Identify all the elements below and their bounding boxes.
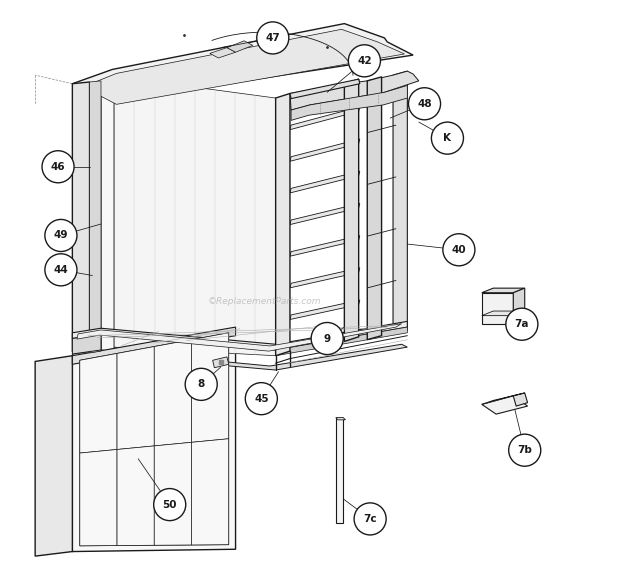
Polygon shape [73,334,101,354]
Polygon shape [227,41,253,52]
Polygon shape [80,333,229,546]
Polygon shape [117,446,154,545]
Polygon shape [77,324,402,351]
Polygon shape [290,79,360,99]
Polygon shape [117,347,154,449]
Text: 9: 9 [324,333,330,343]
Polygon shape [513,288,525,316]
Polygon shape [290,139,360,161]
Polygon shape [80,354,117,453]
Text: K: K [443,133,451,143]
Polygon shape [367,77,381,340]
Circle shape [348,45,381,77]
Polygon shape [290,300,360,320]
Polygon shape [290,203,360,224]
Polygon shape [87,29,404,104]
Polygon shape [73,82,89,352]
Polygon shape [73,327,236,552]
Polygon shape [290,171,360,193]
Polygon shape [213,357,229,368]
Polygon shape [276,327,407,356]
Polygon shape [290,235,360,256]
Circle shape [246,383,277,414]
Text: 50: 50 [162,499,177,510]
Polygon shape [393,71,407,334]
Polygon shape [73,24,413,101]
Circle shape [432,122,464,154]
Polygon shape [154,340,192,446]
Polygon shape [192,333,229,443]
Polygon shape [114,76,276,356]
Polygon shape [291,86,407,121]
Text: 7b: 7b [517,445,532,455]
Circle shape [42,151,74,183]
Text: 8: 8 [198,379,205,389]
Polygon shape [35,356,73,556]
Circle shape [154,488,186,521]
Text: 44: 44 [53,265,68,275]
Polygon shape [210,48,236,58]
Circle shape [354,503,386,535]
Text: 7c: 7c [363,514,377,524]
Text: 42: 42 [357,56,372,66]
Circle shape [45,219,77,251]
Polygon shape [290,268,360,288]
Text: 40: 40 [451,245,466,255]
Text: 49: 49 [54,231,68,241]
Text: 47: 47 [265,33,280,43]
Polygon shape [344,79,359,342]
Polygon shape [336,417,345,420]
Polygon shape [192,439,229,545]
Text: 48: 48 [417,99,432,108]
Text: 46: 46 [51,162,65,172]
Polygon shape [336,417,343,523]
Circle shape [506,308,538,340]
Circle shape [443,234,475,266]
Polygon shape [482,393,525,405]
Polygon shape [73,321,407,350]
Circle shape [508,434,541,466]
Polygon shape [290,107,360,130]
Polygon shape [89,81,101,353]
Polygon shape [73,344,407,370]
Polygon shape [513,393,528,406]
Polygon shape [73,327,236,364]
Text: ©ReplacementParts.com: ©ReplacementParts.com [208,297,321,306]
Circle shape [409,88,441,120]
Circle shape [311,323,343,355]
Polygon shape [101,76,114,353]
Polygon shape [290,71,418,110]
Polygon shape [482,288,525,293]
Text: 7a: 7a [515,319,529,329]
Polygon shape [482,293,513,324]
Polygon shape [482,396,528,414]
Circle shape [257,22,289,54]
Circle shape [45,254,77,286]
Polygon shape [80,449,117,546]
Polygon shape [482,311,525,316]
Polygon shape [276,94,290,356]
Polygon shape [154,443,192,545]
Text: 45: 45 [254,394,268,404]
Circle shape [185,369,217,401]
